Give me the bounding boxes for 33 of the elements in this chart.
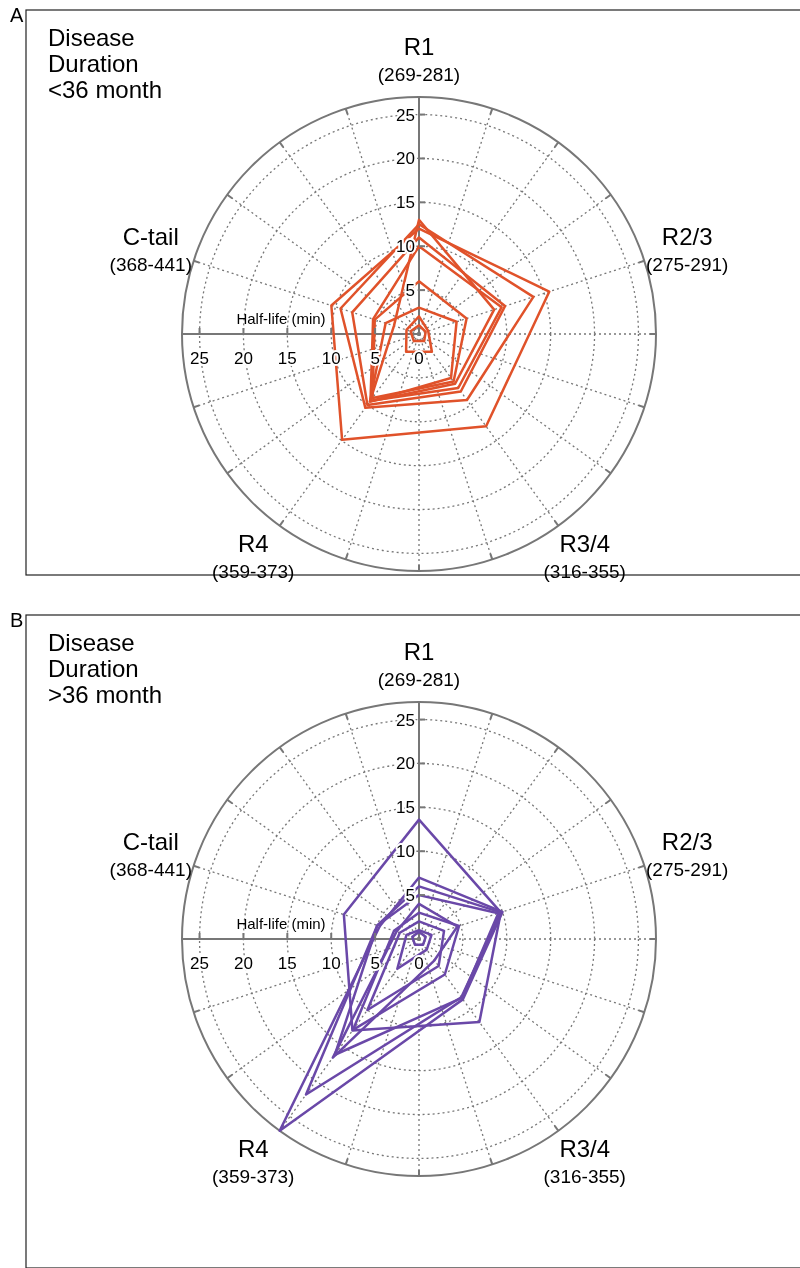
y-tick-label: 25 bbox=[396, 710, 415, 730]
text: 15 bbox=[277, 349, 297, 368]
spoke-label: R2/3 (275-291) bbox=[646, 828, 729, 881]
text: Disease Duration <36 month bbox=[48, 24, 163, 103]
text: B bbox=[10, 609, 24, 631]
spoke-label: R4 (359-373) bbox=[212, 1135, 295, 1188]
spoke-label: R1 (269-281) bbox=[377, 638, 461, 690]
text: 25 bbox=[190, 349, 210, 368]
y-tick-label: 15 bbox=[396, 798, 415, 818]
spoke-label: R2/3 (275-291) bbox=[646, 223, 729, 276]
spoke-label: R3/4 (316-355) bbox=[543, 530, 626, 583]
text: 15 bbox=[277, 954, 297, 973]
spoke-label: C-tail (368-441) bbox=[109, 223, 192, 276]
y-tick-label: 20 bbox=[396, 754, 415, 774]
text: 0 bbox=[414, 954, 424, 973]
text: Half-life (min) bbox=[236, 310, 326, 327]
text: Half-life (min) bbox=[236, 915, 326, 932]
text: 25 bbox=[190, 954, 210, 973]
y-tick-label: 15 bbox=[396, 193, 415, 213]
spoke-label: R3/4 (316-355) bbox=[543, 1135, 626, 1188]
text: 0 bbox=[414, 349, 424, 368]
text: A bbox=[10, 4, 24, 26]
text: Disease Duration >36 month bbox=[48, 629, 163, 708]
y-tick-label: 25 bbox=[396, 105, 415, 125]
y-tick-label: 20 bbox=[396, 149, 415, 169]
text: 5 bbox=[370, 954, 380, 973]
spoke-label: R4 (359-373) bbox=[212, 530, 295, 583]
spoke-label: R1 (269-281) bbox=[377, 33, 461, 85]
text: 10 bbox=[321, 954, 341, 973]
y-tick-label: 10 bbox=[396, 842, 415, 862]
spoke-label: C-tail (368-441) bbox=[109, 828, 192, 881]
text: 20 bbox=[233, 349, 253, 368]
text: 20 bbox=[233, 954, 253, 973]
